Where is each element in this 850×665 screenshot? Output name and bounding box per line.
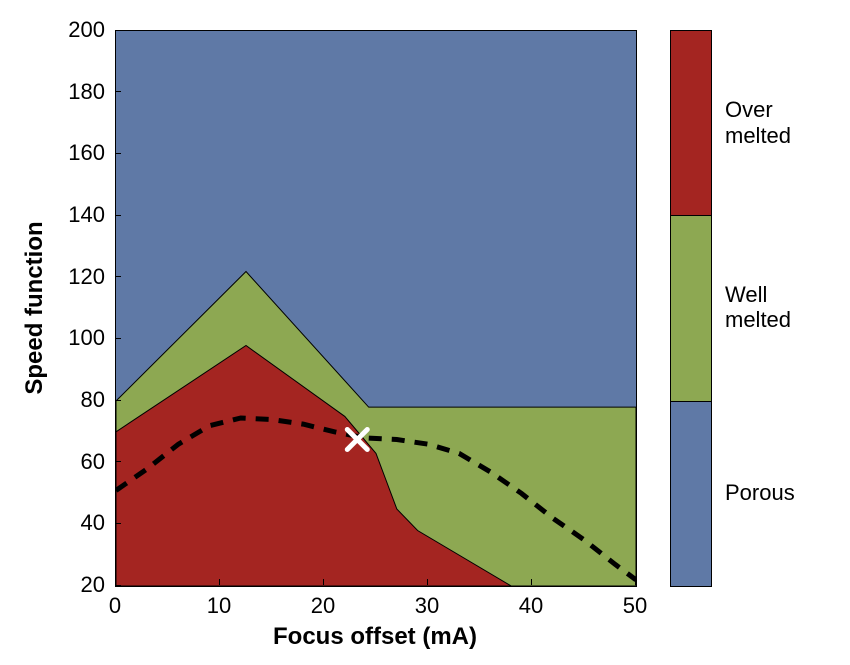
y-tick-label: 180 <box>68 79 105 105</box>
legend-label-well-melted: Wellmelted <box>725 282 791 333</box>
plot-area <box>115 30 637 587</box>
y-tick <box>115 400 121 401</box>
x-tick <box>427 579 428 585</box>
y-tick <box>115 585 121 586</box>
y-tick-label: 200 <box>68 17 105 43</box>
colorbar <box>670 30 712 587</box>
y-tick <box>115 153 121 154</box>
x-tick <box>323 579 324 585</box>
y-tick-label: 100 <box>68 325 105 351</box>
x-tick-label: 10 <box>207 593 231 619</box>
x-tick-label: 40 <box>519 593 543 619</box>
colorbar-well-melted <box>671 216 711 401</box>
y-tick-label: 20 <box>81 572 105 598</box>
x-axis-label: Focus offset (mA) <box>273 623 477 651</box>
x-tick-label: 30 <box>415 593 439 619</box>
y-tick <box>115 523 121 524</box>
y-tick <box>115 215 121 216</box>
legend-label-porous: Porous <box>725 480 795 505</box>
x-tick <box>531 579 532 585</box>
y-tick-label: 120 <box>68 264 105 290</box>
y-tick-label: 40 <box>81 510 105 536</box>
y-tick <box>115 338 121 339</box>
y-tick-label: 140 <box>68 202 105 228</box>
colorbar-over-melted <box>671 31 711 216</box>
x-tick-label: 20 <box>311 593 335 619</box>
x-tick <box>219 579 220 585</box>
y-tick-label: 60 <box>81 449 105 475</box>
y-axis-label: Speed function <box>21 221 49 394</box>
process-map-chart: 20 40 60 80 100 120 140 160 180 200 0 10 20 30 40 50 Spe… <box>0 0 850 665</box>
legend-label-over-melted: Overmelted <box>725 97 791 148</box>
colorbar-porous <box>671 402 711 586</box>
x-tick-label: 0 <box>109 593 121 619</box>
y-tick <box>115 30 121 31</box>
y-tick <box>115 91 121 92</box>
x-tick <box>635 579 636 585</box>
chart-svg <box>116 31 636 586</box>
y-tick <box>115 461 121 462</box>
x-tick <box>115 579 116 585</box>
y-tick-label: 160 <box>68 140 105 166</box>
y-tick-label: 80 <box>81 387 105 413</box>
y-tick <box>115 276 121 277</box>
x-tick-label: 50 <box>623 593 647 619</box>
